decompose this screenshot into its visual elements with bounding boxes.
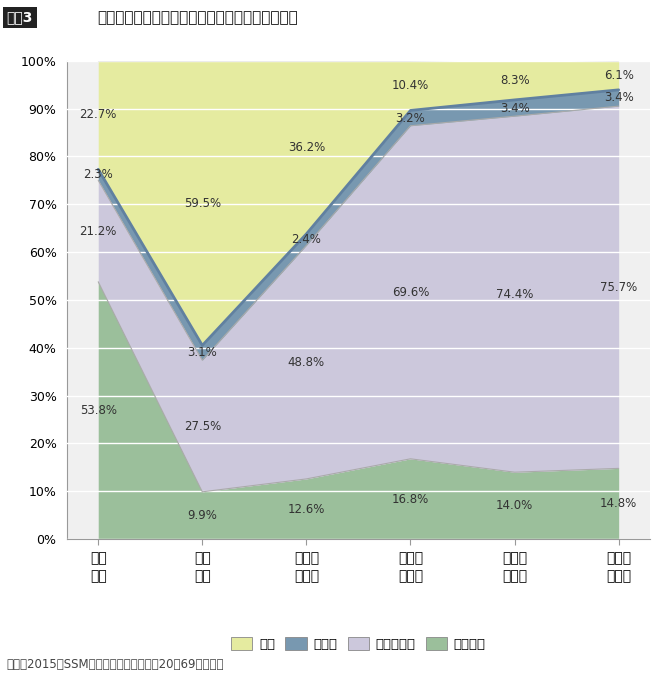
Text: 12.6%: 12.6% xyxy=(287,503,325,516)
Text: 2.4%: 2.4% xyxy=(291,233,322,246)
Text: 図表3: 図表3 xyxy=(7,10,33,24)
Text: 9.9%: 9.9% xyxy=(188,509,217,522)
Text: 16.8%: 16.8% xyxy=(392,493,429,506)
Text: 75.7%: 75.7% xyxy=(600,281,637,294)
Text: 69.6%: 69.6% xyxy=(392,286,429,299)
Text: 8.3%: 8.3% xyxy=(500,73,529,86)
Text: 22.7%: 22.7% xyxy=(80,109,117,121)
Text: 出典）2015年SSM調査データより算出。20－69歳女性。: 出典）2015年SSM調査データより算出。20－69歳女性。 xyxy=(7,658,224,671)
Text: 離死別経験のある女性アンダークラスの職業経歴: 離死別経験のある女性アンダークラスの職業経歴 xyxy=(97,10,298,25)
Legend: 無職, 自営等, 非正規雇用, 正規雇用: 無職, 自営等, 非正規雇用, 正規雇用 xyxy=(226,632,491,656)
Text: 53.8%: 53.8% xyxy=(80,404,117,417)
Text: 21.2%: 21.2% xyxy=(80,224,117,237)
Text: 27.5%: 27.5% xyxy=(184,419,221,433)
Text: 3.1%: 3.1% xyxy=(188,346,217,359)
Text: 14.0%: 14.0% xyxy=(496,499,533,512)
Text: 3.4%: 3.4% xyxy=(500,102,529,115)
Text: 48.8%: 48.8% xyxy=(288,356,325,369)
Text: 59.5%: 59.5% xyxy=(184,197,221,210)
Text: 3.4%: 3.4% xyxy=(604,92,634,104)
Text: 14.8%: 14.8% xyxy=(600,497,637,510)
Text: 2.3%: 2.3% xyxy=(83,168,113,181)
Text: 6.1%: 6.1% xyxy=(604,69,634,82)
Text: 36.2%: 36.2% xyxy=(288,141,325,154)
Text: 74.4%: 74.4% xyxy=(496,288,533,301)
Text: 10.4%: 10.4% xyxy=(392,79,429,92)
Text: 3.2%: 3.2% xyxy=(395,112,425,125)
